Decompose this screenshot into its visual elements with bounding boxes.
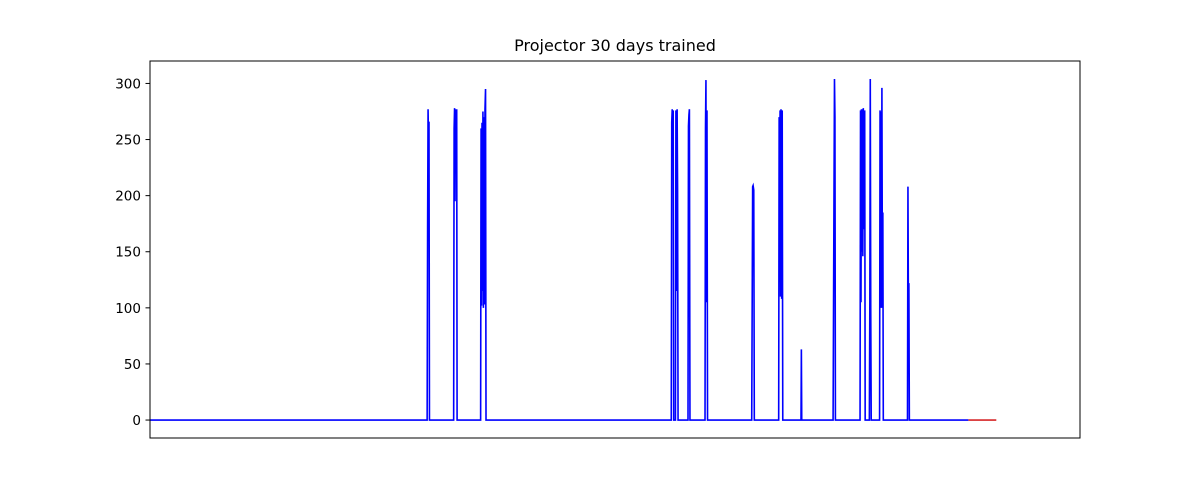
y-tick-label: 0 — [132, 413, 141, 429]
y-tick-label: 150 — [115, 245, 141, 261]
axes-layer: 0 50 100 150 200 250 300 — [115, 60, 1081, 439]
y-tick-label: 200 — [115, 189, 141, 205]
y-tick-label: 250 — [115, 133, 141, 149]
y-tick-label: 300 — [115, 76, 141, 92]
y-tick-label: 50 — [124, 357, 141, 373]
series-line-1 — [150, 78, 969, 421]
chart-title: Projector 30 days trained — [514, 36, 716, 55]
y-tick-label: 100 — [115, 301, 141, 317]
plot-frame — [149, 60, 1081, 439]
series-layer — [150, 78, 997, 421]
